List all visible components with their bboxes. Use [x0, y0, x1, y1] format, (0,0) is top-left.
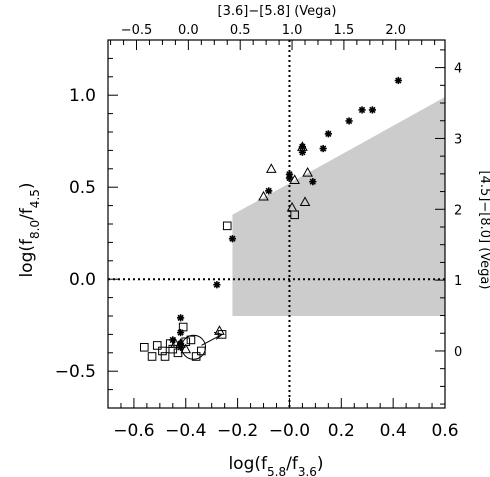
annotation-circle [181, 334, 207, 360]
shaded-region-layer [232, 97, 445, 316]
top-tick-label: 0.5 [230, 23, 251, 38]
triangle-point [258, 190, 269, 201]
x-tick-label: −0.0 [269, 421, 310, 441]
asterisk-point [319, 144, 327, 153]
data-points-layer [139, 76, 402, 361]
right-tick-label: 0 [454, 345, 462, 360]
square-point [165, 339, 175, 348]
square-point [222, 221, 232, 231]
annotation-layer [181, 331, 224, 360]
y-tick-label: 1.0 [69, 86, 96, 106]
asterisk-point [394, 76, 402, 85]
top-tick-label: 2.0 [385, 23, 406, 38]
y-tick-label: 0.5 [69, 178, 96, 198]
triangle-point [289, 174, 300, 184]
square-point [160, 352, 170, 361]
triangle-point [170, 338, 181, 348]
triangle-point [302, 166, 313, 177]
square-point [217, 330, 227, 339]
triangle-point [180, 343, 192, 354]
square-point [152, 341, 162, 350]
x-tick-label: −0.2 [217, 421, 258, 441]
x-tick-label: −0.4 [165, 421, 206, 441]
asterisk-point [309, 178, 317, 186]
top-tick-label: 1.0 [282, 23, 303, 38]
asterisk-point [368, 106, 377, 114]
square-point [139, 342, 149, 352]
top-tick-label: 1.5 [334, 23, 355, 38]
asterisk-point [176, 328, 185, 337]
triangle-point [299, 196, 311, 207]
triangle-point [175, 338, 186, 348]
asterisk-point [345, 117, 353, 125]
square-point [173, 348, 183, 358]
right-tick-label: 2 [454, 203, 462, 218]
right-axis-title: [4.5]−[8.0] (Vega) [477, 171, 490, 290]
square-point [290, 210, 299, 220]
x-axis-title: log(f5.8/f3.6) [228, 454, 323, 477]
asterisk-point [358, 106, 366, 114]
asterisk-point [285, 170, 294, 178]
y-axis-title: log(f8.0/f4.5) [17, 182, 42, 277]
annotation-arrow-head [213, 331, 224, 340]
square-point [178, 322, 188, 332]
asterisk-point [228, 235, 237, 243]
triangle-point [297, 141, 308, 151]
x-tick-label: 0.4 [380, 421, 407, 441]
right-tick-label: 3 [454, 132, 462, 147]
asterisk-point [176, 314, 185, 322]
asterisk-point [213, 281, 221, 289]
right-tick-label: 1 [454, 274, 462, 289]
axes-layer: −0.6 −0.4 −0.2 −0.0 0.2 0.4 0.6 −0.5 0.0 0.5 1.0 −0… [55, 23, 463, 441]
square-point [191, 352, 201, 361]
top-tick-label: 0.0 [178, 23, 199, 38]
top-axis-title: [3.6]−[5.8] (Vega) [218, 4, 337, 19]
asterisk-point [324, 130, 332, 138]
right-tick-label: 4 [454, 62, 462, 77]
x-tick-label: −0.6 [113, 421, 154, 441]
x-tick-label: 0.6 [431, 421, 458, 441]
asterisk-point [265, 187, 273, 195]
annotation-arrow-shaft [201, 333, 223, 346]
square-point [186, 335, 196, 345]
reference-lines-layer [108, 40, 445, 408]
y-tick-label: 0.0 [69, 270, 96, 290]
triangle-point [265, 163, 277, 173]
square-point [147, 352, 157, 361]
top-tick-label: −0.5 [121, 23, 153, 38]
x-tick-label: 0.2 [328, 421, 355, 441]
y-tick-label: −0.5 [55, 362, 96, 382]
shaded-region [232, 97, 445, 316]
square-point [158, 346, 167, 356]
